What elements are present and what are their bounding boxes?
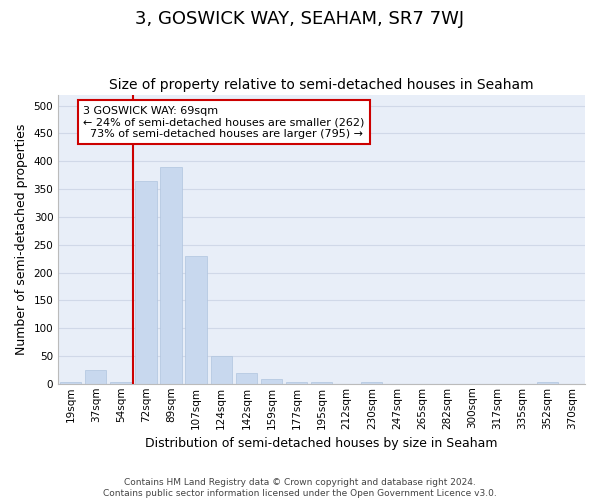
Bar bbox=[261, 380, 282, 384]
Bar bbox=[85, 370, 106, 384]
Title: Size of property relative to semi-detached houses in Seaham: Size of property relative to semi-detach… bbox=[109, 78, 534, 92]
Bar bbox=[160, 167, 182, 384]
Bar bbox=[110, 382, 131, 384]
Bar bbox=[185, 256, 207, 384]
Text: 3 GOSWICK WAY: 69sqm
← 24% of semi-detached houses are smaller (262)
  73% of se: 3 GOSWICK WAY: 69sqm ← 24% of semi-detac… bbox=[83, 106, 365, 139]
Bar bbox=[286, 382, 307, 384]
X-axis label: Distribution of semi-detached houses by size in Seaham: Distribution of semi-detached houses by … bbox=[145, 437, 498, 450]
Text: 3, GOSWICK WAY, SEAHAM, SR7 7WJ: 3, GOSWICK WAY, SEAHAM, SR7 7WJ bbox=[136, 10, 464, 28]
Bar bbox=[211, 356, 232, 384]
Bar bbox=[136, 181, 157, 384]
Bar bbox=[236, 372, 257, 384]
Y-axis label: Number of semi-detached properties: Number of semi-detached properties bbox=[15, 124, 28, 355]
Bar bbox=[60, 382, 82, 384]
Bar bbox=[311, 382, 332, 384]
Bar bbox=[537, 382, 558, 384]
Text: Contains HM Land Registry data © Crown copyright and database right 2024.
Contai: Contains HM Land Registry data © Crown c… bbox=[103, 478, 497, 498]
Bar bbox=[361, 382, 382, 384]
